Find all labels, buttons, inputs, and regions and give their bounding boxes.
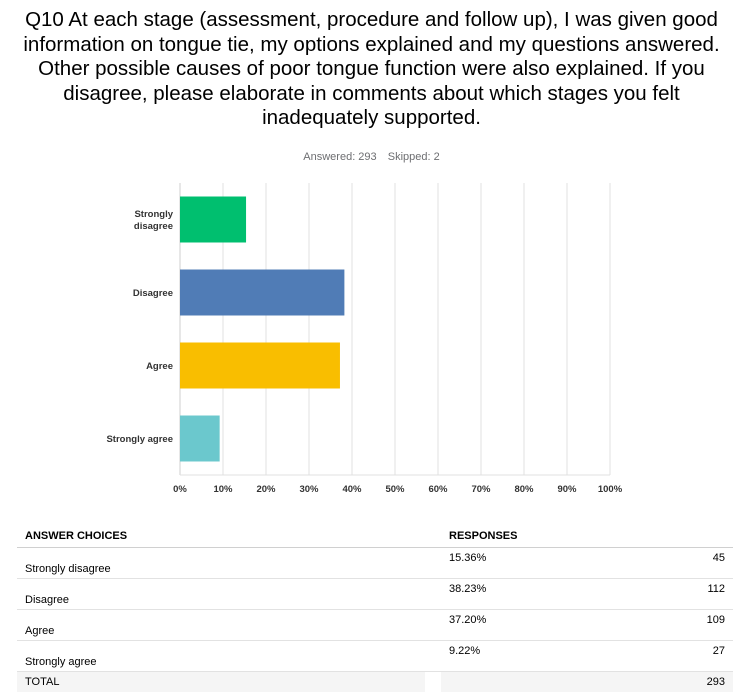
bar xyxy=(180,270,344,316)
question-title: Q10 At each stage (assessment, procedure… xyxy=(14,8,729,131)
bar xyxy=(180,416,220,462)
row-percent: 9.22% xyxy=(441,641,559,672)
row-choice: Agree xyxy=(17,610,425,641)
x-tick-label: 40% xyxy=(342,484,362,495)
bar xyxy=(180,343,340,389)
row-choice: Strongly agree xyxy=(17,641,425,672)
skipped-count: Skipped: 2 xyxy=(388,151,440,163)
row-percent: 37.20% xyxy=(441,610,559,641)
category-label: Agree xyxy=(146,361,173,372)
x-tick-label: 70% xyxy=(471,484,491,495)
x-tick-label: 0% xyxy=(173,484,187,495)
bar xyxy=(180,197,246,243)
table-row: Disagree 38.23% 112 xyxy=(17,579,733,610)
responses-header: RESPONSES xyxy=(441,525,733,548)
x-tick-label: 100% xyxy=(598,484,623,495)
answer-choices-header: ANSWER CHOICES xyxy=(17,525,425,548)
row-count: 109 xyxy=(559,610,733,641)
x-tick-label: 60% xyxy=(428,484,448,495)
table-row: Strongly disagree 15.36% 45 xyxy=(17,548,733,579)
x-tick-label: 30% xyxy=(299,484,319,495)
x-tick-label: 90% xyxy=(557,484,577,495)
category-label: Strongly agree xyxy=(106,434,173,445)
row-count: 27 xyxy=(559,641,733,672)
responses-table: ANSWER CHOICES RESPONSES Strongly disagr… xyxy=(17,525,733,692)
row-count: 45 xyxy=(559,548,733,579)
table-row: Agree 37.20% 109 xyxy=(17,610,733,641)
row-choice: Disagree xyxy=(17,579,425,610)
x-tick-label: 20% xyxy=(256,484,276,495)
x-tick-label: 10% xyxy=(213,484,233,495)
category-label: Disagree xyxy=(133,288,173,299)
response-stats: Answered: 293 Skipped: 2 xyxy=(0,151,743,163)
row-count: 112 xyxy=(559,579,733,610)
row-choice: Strongly disagree xyxy=(17,548,425,579)
bar-chart: 0% 10% 20% 30% 40% 50% 60% 70% 80% 90% 100% Strongl… xyxy=(0,175,743,505)
answered-count: Answered: 293 xyxy=(303,151,376,163)
table-row: Strongly agree 9.22% 27 xyxy=(17,641,733,672)
x-tick-label: 80% xyxy=(514,484,534,495)
x-tick-label: 50% xyxy=(385,484,405,495)
row-percent: 15.36% xyxy=(441,548,559,579)
row-percent: 38.23% xyxy=(441,579,559,610)
